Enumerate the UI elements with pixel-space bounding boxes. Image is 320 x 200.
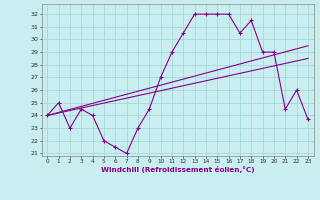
X-axis label: Windchill (Refroidissement éolien,°C): Windchill (Refroidissement éolien,°C) [101,166,254,173]
